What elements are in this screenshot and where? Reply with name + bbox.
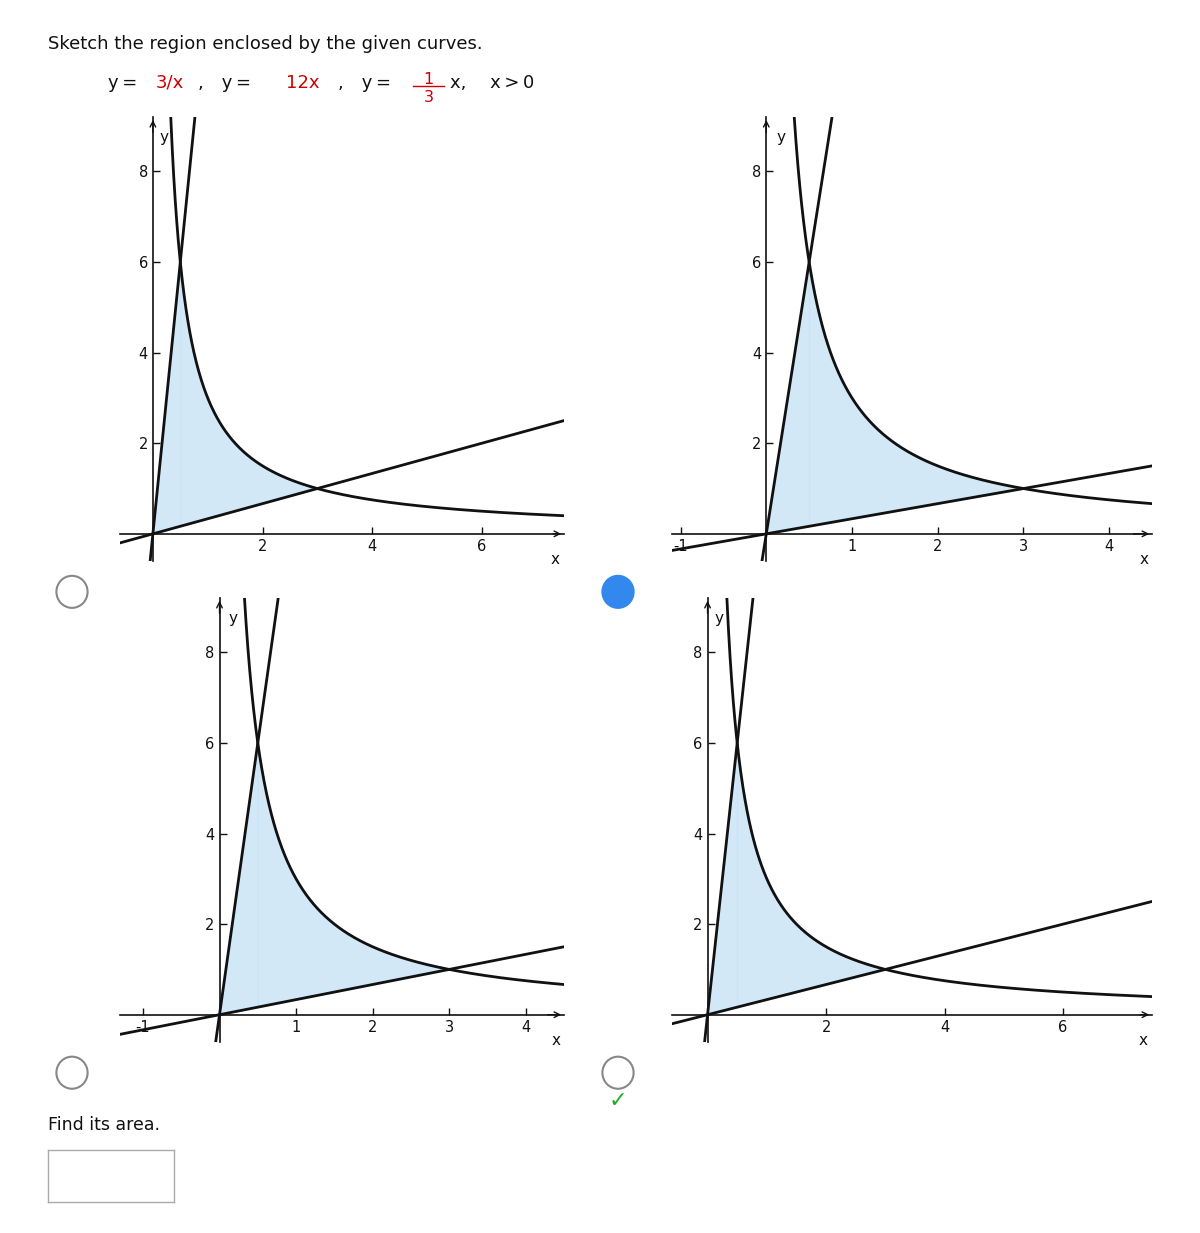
Text: Sketch the region enclosed by the given curves.: Sketch the region enclosed by the given … (48, 35, 482, 53)
Text: ✓: ✓ (608, 1091, 628, 1111)
Text: y: y (776, 129, 786, 144)
Text: x: x (1139, 1033, 1147, 1048)
Text: , y =: , y = (338, 74, 397, 92)
Text: 1: 1 (424, 72, 433, 86)
Text: Find its area.: Find its area. (48, 1116, 160, 1134)
Text: 3/x: 3/x (156, 74, 185, 92)
Text: x: x (1139, 552, 1148, 567)
Text: , y =: , y = (198, 74, 257, 92)
Text: y: y (160, 129, 168, 144)
Text: 12x: 12x (286, 74, 319, 92)
Text: y: y (229, 610, 238, 625)
Text: y =: y = (108, 74, 143, 92)
Text: x,  x > 0: x, x > 0 (450, 74, 534, 92)
Text: y: y (715, 610, 724, 625)
Text: 3: 3 (424, 90, 433, 105)
Text: x: x (551, 552, 560, 567)
Text: x: x (552, 1033, 560, 1048)
